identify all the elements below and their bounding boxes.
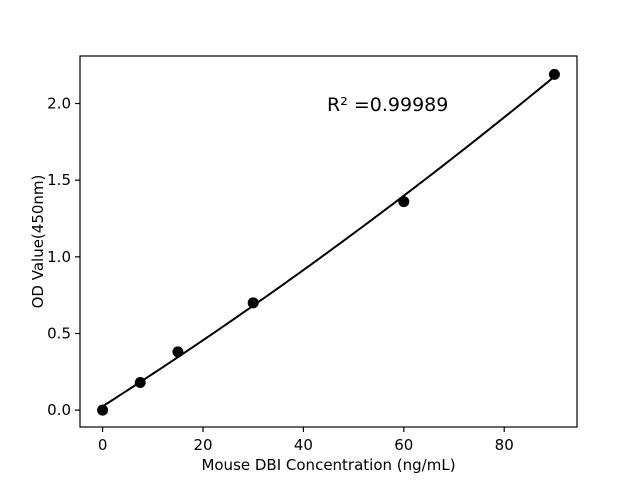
- x-tick-label: 0: [98, 436, 108, 454]
- x-tick-label: 20: [193, 436, 212, 454]
- y-tick-label: 1.0: [47, 248, 71, 266]
- plot-area-border: [79, 55, 578, 428]
- data-point: [247, 297, 259, 309]
- y-tick-label: 0.5: [47, 324, 71, 342]
- x-axis: 0 20 40 60 80: [98, 427, 514, 454]
- data-point: [134, 377, 146, 389]
- fit-line: [101, 75, 556, 408]
- x-axis-label: Mouse DBI Concentration (ng/mL): [201, 456, 455, 474]
- data-point: [398, 196, 410, 208]
- y-tick-label: 2.0: [47, 95, 71, 113]
- data-point: [97, 404, 109, 416]
- data-point: [172, 346, 184, 358]
- y-tick-label: 1.5: [47, 171, 71, 189]
- x-tick-label: 40: [294, 436, 313, 454]
- r-squared-annotation: R² =0.99989: [327, 94, 448, 116]
- y-tick-label: 0.0: [47, 401, 71, 419]
- data-points: [97, 68, 560, 416]
- data-point: [548, 68, 560, 80]
- y-axis-label: OD Value(450nm): [29, 175, 47, 309]
- y-axis: 0.0 0.5 1.0 1.5 2.0: [47, 95, 80, 419]
- x-tick-label: 60: [394, 436, 413, 454]
- x-tick-label: 80: [495, 436, 514, 454]
